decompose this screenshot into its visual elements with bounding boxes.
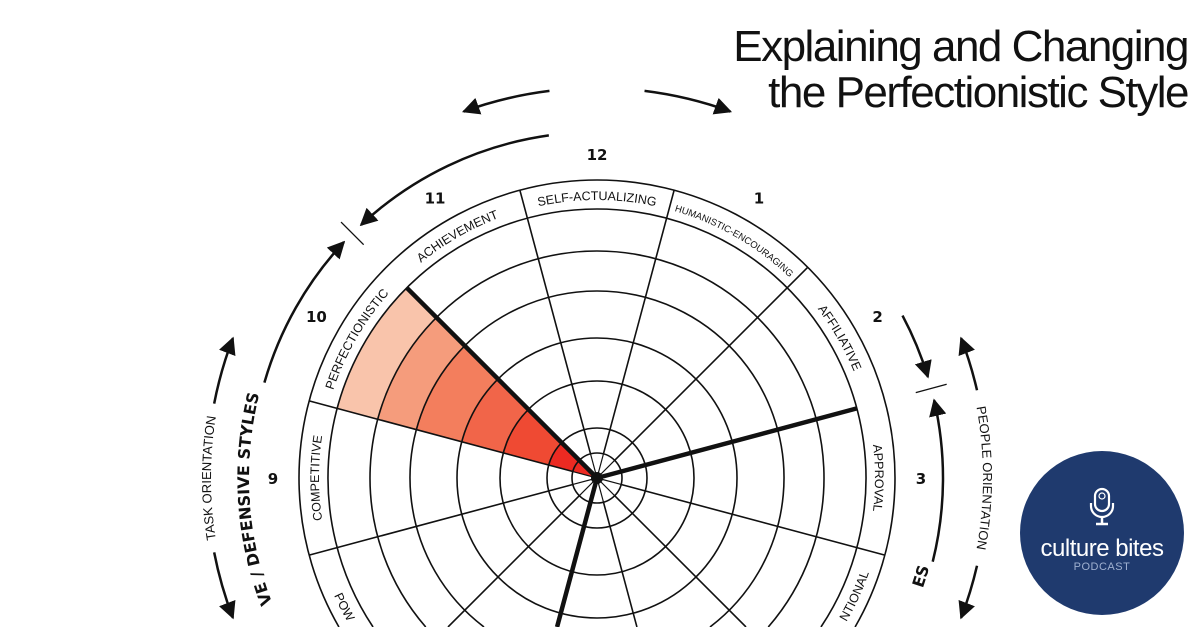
- wheel-grid: [298, 179, 896, 627]
- sector-label-approval: APPROVAL: [870, 444, 886, 513]
- page-title: Explaining and Changing the Perfectionis…: [733, 22, 1189, 117]
- people-arrow: [958, 565, 979, 620]
- style-divider: [554, 477, 600, 627]
- task-arrow: [212, 336, 236, 404]
- aggressive-defensive-styles-label: VE / DEFENSIVE STYLES: [234, 390, 276, 608]
- passive-arc: [929, 398, 947, 563]
- ring: [409, 290, 785, 627]
- satisfaction-arrow: [644, 89, 733, 115]
- sector-label-achievement: ACHIEVEMENT: [414, 208, 500, 266]
- satisfaction-arrow: [461, 89, 550, 115]
- spoke: [614, 266, 809, 461]
- ring: [546, 427, 648, 529]
- constructive-arc: [359, 134, 550, 227]
- ring: [369, 250, 825, 627]
- style-number: 3: [916, 470, 926, 488]
- title-line-2: the Perfectionistic Style: [768, 68, 1189, 117]
- spoke: [602, 189, 675, 455]
- perfectionistic-shading: [337, 287, 597, 478]
- style-divider: [405, 286, 599, 480]
- spoke: [519, 189, 592, 455]
- style-number: 9: [268, 470, 278, 488]
- style-number: 1: [754, 189, 764, 207]
- shading-band: [503, 409, 562, 466]
- logo-subtitle: PODCAST: [1073, 561, 1131, 573]
- sector-label-humanistic-encouraging: HUMANISTIC-ENCOURAGING: [673, 203, 795, 279]
- divider-tick: [340, 221, 365, 246]
- style-number: 2: [872, 308, 882, 326]
- divider-tick: [915, 383, 947, 394]
- spoke: [620, 483, 886, 556]
- people-orientation-label: PEOPLE ORIENTATION: [973, 405, 995, 551]
- sector-label-competitive: COMPETITIVE: [308, 434, 325, 522]
- task-orientation-label: TASK ORIENTATION: [199, 415, 219, 542]
- ring: [456, 337, 738, 619]
- spoke: [602, 501, 638, 627]
- ring: [298, 179, 896, 627]
- sector-label-ntional: NTIONAL: [837, 569, 872, 623]
- shading-band: [416, 345, 499, 442]
- culture-bites-logo: culture bites PODCAST: [1020, 451, 1184, 615]
- title-line-1: Explaining and Changing: [733, 22, 1189, 71]
- style-divider: [596, 406, 858, 481]
- spoke: [614, 495, 747, 627]
- shading-band: [337, 287, 437, 420]
- style-number: 11: [425, 189, 446, 207]
- spoke: [308, 400, 574, 473]
- spoke: [447, 495, 580, 627]
- people-arrow: [958, 336, 979, 391]
- shading-band: [548, 442, 597, 478]
- shading-band: [461, 379, 529, 453]
- constructive-arc: [901, 314, 932, 379]
- shading-band: [377, 317, 465, 430]
- aggressive-arc: [263, 240, 346, 383]
- center-dot: [591, 472, 603, 484]
- spoke: [308, 483, 574, 556]
- ring: [327, 208, 867, 627]
- style-number: 10: [306, 308, 327, 326]
- passive-defensive-styles-label: ES: [909, 563, 934, 590]
- logo-name: culture bites: [1040, 535, 1164, 562]
- sector-label-self-actualizing: SELF-ACTUALIZING: [536, 189, 658, 209]
- ring: [499, 380, 695, 576]
- task-arrow: [212, 552, 236, 620]
- ring: [571, 452, 623, 504]
- microphone-icon: [1089, 487, 1115, 526]
- style-number: 12: [587, 146, 608, 164]
